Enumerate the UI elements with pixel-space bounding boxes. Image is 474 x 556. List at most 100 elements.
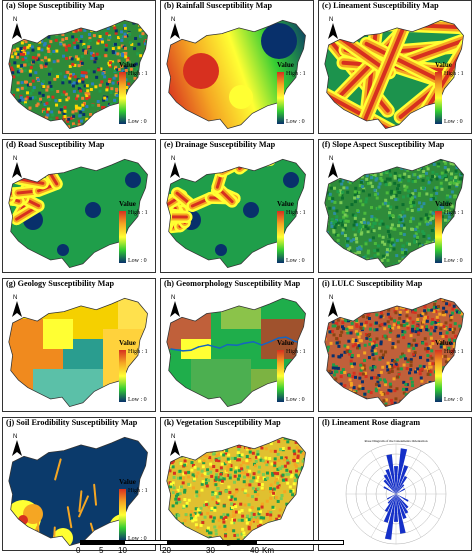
legend-title: Value <box>435 200 452 208</box>
panel-title: (a) Slope Susceptibility Map <box>6 1 105 10</box>
legend-title: Value <box>277 61 294 69</box>
panel-title: (k) Vegetation Susceptibility Map <box>164 418 281 427</box>
map-panel-3: (c) Lineament Susceptibility Map N Value Hi… <box>318 0 472 134</box>
map-panel-11: (k) Vegetation Susceptibility Map N <box>160 417 314 551</box>
scale-segment-3 <box>168 540 256 545</box>
legend-high: High : 1 <box>444 349 464 355</box>
north-arrow-icon: N <box>168 434 182 458</box>
map-graphic <box>324 19 464 130</box>
legend-title: Value <box>119 339 136 347</box>
legend-colorbar <box>119 72 126 124</box>
legend-low: Low : 0 <box>286 119 305 125</box>
map-graphic <box>166 436 306 547</box>
map-graphic <box>166 158 306 269</box>
map-panel-9: (i) LULC Susceptibility Map N Value High : … <box>318 278 472 412</box>
legend: Value High : 1 Low : 0 <box>277 61 313 133</box>
legend-colorbar <box>119 211 126 263</box>
legend-low: Low : 0 <box>444 397 463 403</box>
legend-high: High : 1 <box>286 210 306 216</box>
panel-title: (h) Geomorphology Susceptibility Map <box>164 279 301 288</box>
panel-title: (c) Lineament Susceptibility Map <box>322 1 439 10</box>
legend-colorbar <box>435 350 442 402</box>
panel-title: (e) Drainage Susceptibility Map <box>164 140 276 149</box>
panel-title: (d) Road Susceptibility Map <box>6 140 105 149</box>
scale-tick-30: 30 <box>206 546 215 555</box>
north-arrow-icon: N <box>326 295 340 319</box>
north-arrow-icon: N <box>10 434 24 458</box>
legend-colorbar <box>435 72 442 124</box>
legend-title: Value <box>277 200 294 208</box>
rose-caption: Rose Diagram of the Lineaments Orientati… <box>364 439 427 443</box>
scale-bar: 0 5 10 20 30 40 Km <box>0 532 474 556</box>
scale-tick-20: 20 <box>162 546 171 555</box>
panel-title: (g) Geology Susceptibility Map <box>6 279 115 288</box>
scale-tick-5: 5 <box>99 546 104 555</box>
legend-colorbar <box>277 211 284 263</box>
legend-title: Value <box>119 478 136 486</box>
legend-title: Value <box>119 200 136 208</box>
map-graphic: Rose Diagram of the Lineaments Orientati… <box>345 439 447 545</box>
legend-low: Low : 0 <box>128 397 147 403</box>
map-panel-4: (d) Road Susceptibility Map N Value High : … <box>2 139 156 273</box>
legend-low: Low : 0 <box>128 258 147 264</box>
legend: Value High : 1 Low : 0 <box>277 339 313 411</box>
legend-colorbar <box>277 72 284 124</box>
legend-high: High : 1 <box>444 71 464 77</box>
legend-high: High : 1 <box>286 71 306 77</box>
legend-low: Low : 0 <box>286 258 305 264</box>
map-panel-1: (a) Slope Susceptibility Map N Value High :… <box>2 0 156 134</box>
legend-low: Low : 0 <box>444 258 463 264</box>
north-arrow-icon: N <box>10 17 24 41</box>
legend-title: Value <box>435 61 452 69</box>
map-graphic <box>8 19 148 130</box>
map-panel-7: (g) Geology Susceptibility Map N Value High… <box>2 278 156 412</box>
panel-title: (j) Soil Erodibility Susceptibility Map <box>6 418 138 427</box>
legend: Value High : 1 Low : 0 <box>119 200 155 272</box>
north-arrow-icon: N <box>326 17 340 41</box>
legend: Value High : 1 Low : 0 <box>119 339 155 411</box>
scale-segment-1 <box>80 540 124 545</box>
panel-title: (l) Lineament Rose diagram <box>322 418 421 427</box>
north-arrow-icon: N <box>326 156 340 180</box>
legend-high: High : 1 <box>128 210 148 216</box>
legend-high: High : 1 <box>128 349 148 355</box>
legend-low: Low : 0 <box>128 536 147 542</box>
legend-colorbar <box>119 350 126 402</box>
map-panel-10: (j) Soil Erodibility Susceptibility Map N… <box>2 417 156 551</box>
panel-title: (f) Slope Aspect Susceptibility Map <box>322 140 445 149</box>
legend-title: Value <box>435 339 452 347</box>
legend-low: Low : 0 <box>286 397 305 403</box>
legend-colorbar <box>435 211 442 263</box>
legend-high: High : 1 <box>444 210 464 216</box>
map-panel-12: Rose Diagram of the Lineaments Orientati… <box>318 417 472 551</box>
legend-title: Value <box>277 339 294 347</box>
legend: Value High : 1 Low : 0 <box>277 200 313 272</box>
panel-title: (b) Rainfall Susceptibility Map <box>164 1 273 10</box>
study-area <box>324 20 464 129</box>
legend-title: Value <box>119 61 136 69</box>
legend-colorbar <box>277 350 284 402</box>
north-arrow-icon: N <box>168 295 182 319</box>
legend-low: Low : 0 <box>128 119 147 125</box>
north-arrow-icon: N <box>168 17 182 41</box>
legend-high: High : 1 <box>286 349 306 355</box>
scale-tick-10: 10 <box>118 546 127 555</box>
legend: Value High : 1 Low : 0 <box>435 61 471 133</box>
legend-low: Low : 0 <box>444 119 463 125</box>
legend-high: High : 1 <box>128 71 148 77</box>
scale-unit: Km <box>262 546 274 555</box>
panel-title: (i) LULC Susceptibility Map <box>322 279 423 288</box>
north-arrow-icon: N <box>168 156 182 180</box>
legend: Value High : 1 Low : 0 <box>119 61 155 133</box>
legend-high: High : 1 <box>128 488 148 494</box>
rose-diagram <box>345 443 447 545</box>
legend: Value High : 1 Low : 0 <box>435 339 471 411</box>
map-panel-5: (e) Drainage Susceptibility Map N Value Hig… <box>160 139 314 273</box>
north-arrow-icon: N <box>10 295 24 319</box>
map-panel-8: (h) Geomorphology Susceptibility Map N Val… <box>160 278 314 412</box>
legend: Value High : 1 Low : 0 <box>435 200 471 272</box>
map-panel-2: (b) Rainfall Susceptibility Map N Value Hig… <box>160 0 314 134</box>
scale-segment-4 <box>256 540 344 545</box>
scale-segment-2 <box>124 540 168 545</box>
scale-tick-40: 40 <box>250 546 259 555</box>
